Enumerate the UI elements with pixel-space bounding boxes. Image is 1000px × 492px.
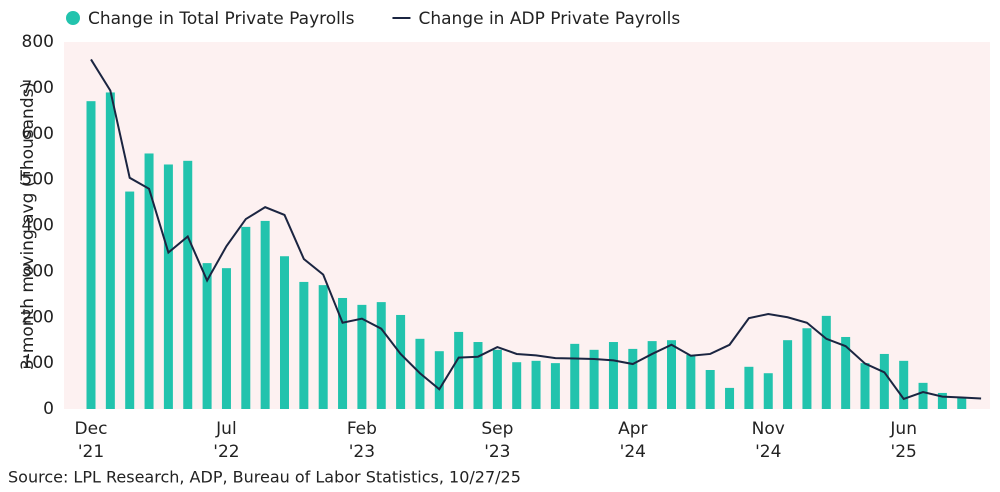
bar — [531, 360, 541, 409]
bar — [492, 349, 502, 409]
bar — [473, 342, 483, 409]
bar — [202, 263, 212, 409]
bar — [937, 392, 947, 409]
line — [90, 58, 982, 401]
legend-label: Change in ADP Private Payrolls — [418, 9, 680, 29]
bar — [647, 341, 657, 409]
bar — [163, 164, 173, 409]
bar — [821, 315, 831, 409]
x-tick-label: Jul '22 — [213, 419, 240, 462]
y-tick-label: 100 — [22, 353, 54, 373]
bar — [608, 342, 618, 409]
bar — [280, 256, 289, 409]
bar — [570, 343, 580, 409]
bar — [667, 340, 676, 409]
bar — [434, 351, 444, 409]
bar — [144, 153, 154, 409]
bar — [125, 191, 135, 409]
x-tick-label: Jun '25 — [890, 419, 917, 462]
bar — [318, 285, 328, 409]
y-tick-label: 700 — [22, 78, 54, 98]
bar — [957, 397, 967, 409]
y-axis-label: 3-month moving avg (Thousands) — [18, 82, 38, 370]
y-tick-label: 800 — [22, 32, 54, 52]
bar — [357, 304, 367, 409]
source-note: Source: LPL Research, ADP, Bureau of Lab… — [8, 468, 521, 487]
bar — [918, 382, 928, 409]
bar — [260, 220, 270, 409]
bar — [725, 387, 735, 409]
bar — [860, 363, 870, 409]
legend-label: Change in Total Private Payrolls — [88, 9, 355, 29]
bar — [396, 314, 406, 409]
bar — [183, 160, 193, 409]
bar — [299, 281, 309, 409]
y-tick-label: 200 — [22, 307, 54, 327]
y-tick-label: 0 — [43, 399, 54, 419]
bar — [589, 349, 599, 409]
bar — [802, 328, 812, 409]
y-tick-label: 300 — [22, 261, 54, 281]
bar — [454, 331, 464, 409]
x-tick-label: Apr '24 — [618, 419, 648, 462]
bar — [783, 340, 793, 409]
bar — [221, 268, 231, 409]
bar — [763, 373, 773, 409]
bar — [376, 302, 386, 409]
bar — [705, 370, 715, 409]
bar — [86, 101, 96, 410]
bar — [512, 362, 522, 409]
bar — [686, 354, 696, 409]
bar — [899, 360, 909, 409]
bar — [744, 366, 754, 409]
x-tick-label: Dec '21 — [74, 419, 108, 462]
plot-background — [64, 42, 990, 409]
x-tick-label: Sep '23 — [481, 419, 514, 462]
bar — [105, 92, 115, 410]
y-tick-label: 400 — [22, 216, 54, 236]
bar — [879, 353, 889, 409]
bar — [241, 226, 251, 409]
y-tick-label: 600 — [22, 124, 54, 144]
bar — [550, 363, 560, 409]
bar — [841, 336, 851, 409]
bar — [628, 348, 638, 409]
x-tick-label: Nov '24 — [751, 419, 785, 462]
legend-marker — [66, 11, 80, 25]
bar — [338, 297, 348, 409]
y-tick-label: 500 — [22, 170, 54, 190]
x-tick-label: Feb '23 — [346, 419, 377, 462]
